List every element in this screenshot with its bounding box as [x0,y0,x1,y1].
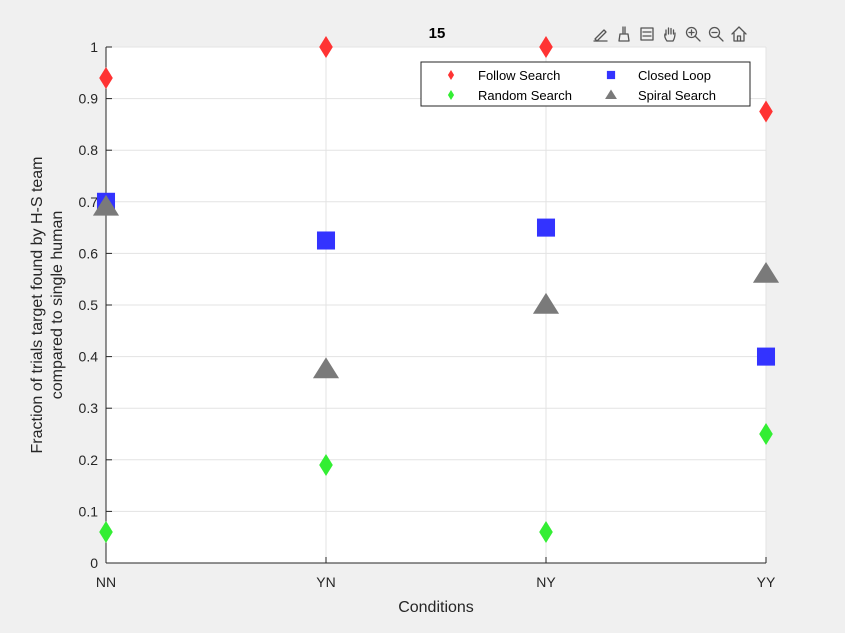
pan-hand-icon[interactable] [659,23,681,45]
y-tick-label: 0.1 [79,503,99,519]
follow-search-point [539,36,553,58]
random-search-point [759,423,773,445]
y-tick-label: 1 [90,39,98,55]
axes-toolbar [590,22,750,46]
data-markers [92,36,780,544]
legend-box [420,61,751,107]
legend-marker-follow-search [447,70,455,80]
x-tick-label: NN [96,574,116,590]
legend-icon[interactable] [636,23,658,45]
y-tick-label: 0.6 [79,245,99,261]
spiral-search-point [312,357,340,379]
y-tick-label: 0.9 [79,91,99,107]
follow-search-point [759,100,773,123]
spiral-search-point [752,261,780,283]
closed-loop-point [316,231,336,250]
y-tick-label: 0.5 [79,297,99,313]
x-axis-label: Conditions [398,599,474,616]
y-tick-label: 0.4 [79,349,99,365]
closed-loop-point [756,347,776,366]
closed-loop-point [536,218,556,237]
legend-marker-random-search [447,90,455,100]
spiral-search-point [532,292,560,314]
legend-marker-spiral-search [605,89,617,99]
y-tick-label: 0.8 [79,142,99,158]
legend-entry-follow-search: Follow Search [478,68,560,83]
x-tick-label: NY [536,574,556,590]
follow-search-point [319,36,333,58]
y-tick-label: 0.7 [79,194,99,210]
legend-entry-spiral-search: Spiral Search [638,88,716,103]
legend-entry-closed-loop: Closed Loop [638,68,711,83]
spiral-search-point [92,194,120,216]
zoom-in-icon[interactable] [682,23,704,45]
legend-entry-random-search: Random Search [478,88,572,103]
random-search-point [319,453,333,476]
zoom-out-icon[interactable] [705,23,727,45]
x-tick-label: YY [757,574,776,590]
y-axis-label: Fraction of trials target found by H-S t… [29,156,66,453]
y-tick-label: 0.2 [79,452,99,468]
brush-icon[interactable] [613,23,635,45]
y-axis-label-line-2: compared to single human [49,211,66,400]
legend-marker-closed-loop [606,70,616,80]
random-search-point [99,521,113,544]
edit-icon[interactable] [590,23,612,45]
chart-title: 15 [429,25,446,42]
follow-search-point [99,66,113,89]
legend: Follow Search Closed Loop Random Search Spi… [420,61,751,107]
home-icon[interactable] [728,23,750,45]
y-tick-label: 0.3 [79,400,99,416]
y-axis-label-line-1: Fraction of trials target found by H-S t… [29,156,46,453]
x-tick-label: YN [316,574,335,590]
axes: 0 0.1 0.2 0.3 0.4 0.5 0.6 0.7 0.8 0.9 1 NN YN NY YY [79,39,776,590]
y-tick-label: 0 [90,555,98,571]
random-search-point [539,521,553,544]
